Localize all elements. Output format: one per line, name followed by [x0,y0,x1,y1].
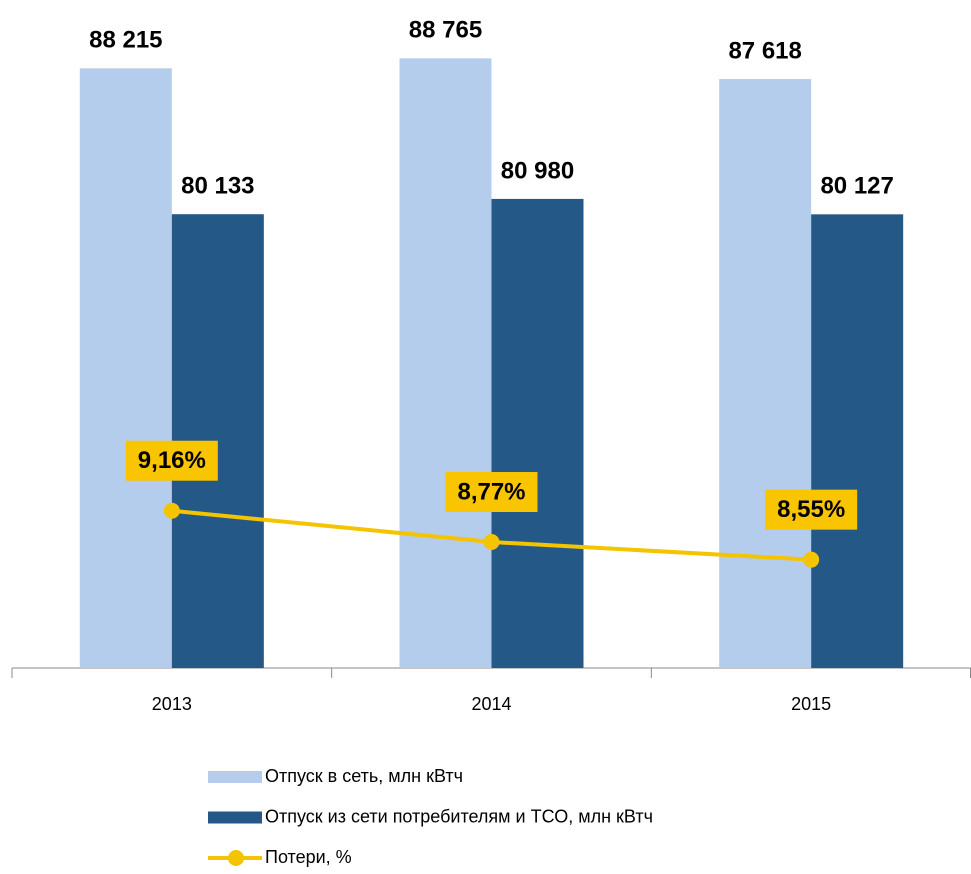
value-label: 88 765 [409,17,482,44]
x-tick-label: 2015 [791,694,831,714]
legend-label: Отпуск в сеть, млн кВтч [265,766,463,786]
bar [491,198,584,668]
value-label: 8,55% [777,496,845,523]
line-marker [163,502,180,519]
value-label: 9,16% [138,447,206,474]
value-label-box [445,472,538,513]
value-label-box [125,440,218,481]
value-label: 80 127 [820,173,893,200]
bar [79,68,172,668]
bar [399,58,492,668]
x-tick-label: 2014 [471,694,511,714]
value-label: 8,77% [457,478,525,505]
x-tick-label: 2013 [152,694,192,714]
legend-label: Отпуск из сети потребителям и ТСО, млн к… [265,806,653,826]
legend-label: Потери, % [265,847,352,867]
value-label: 87 618 [728,37,801,64]
legend-swatch [228,850,244,866]
bar [811,214,904,668]
value-label: 88 215 [89,27,162,54]
line-marker [803,551,820,568]
value-label: 80 133 [181,173,254,200]
line-marker [483,534,500,551]
value-label: 80 980 [501,157,574,184]
value-label-box [765,489,858,530]
legend-swatch [208,771,262,783]
bar [719,79,812,668]
legend-swatch [208,811,262,824]
